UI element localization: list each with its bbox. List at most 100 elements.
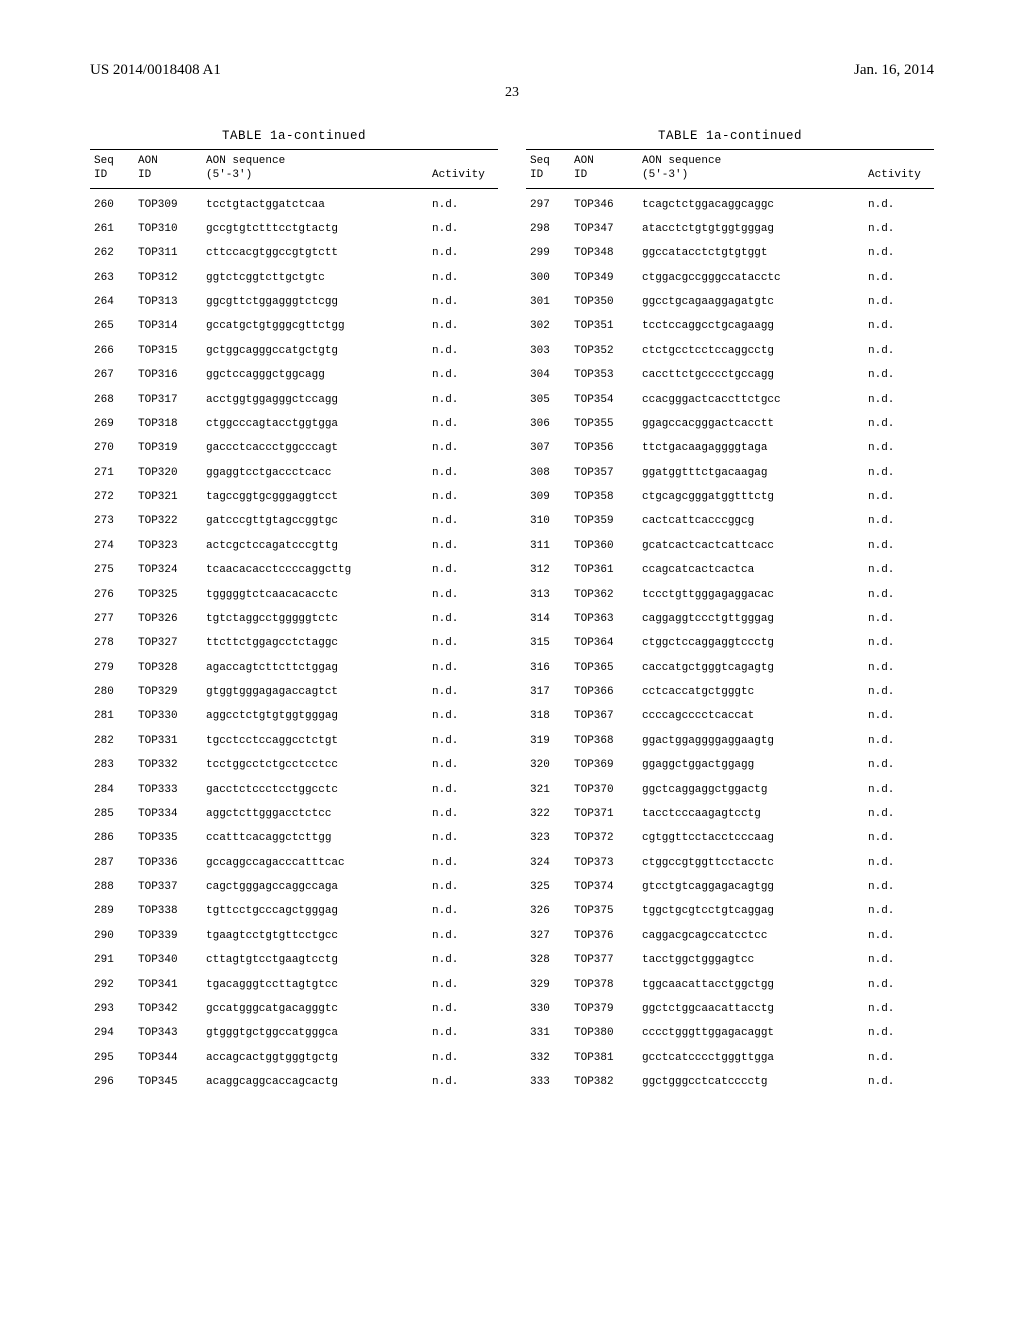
cell-seq-id: 298	[526, 217, 570, 241]
cell-aon-sequence: ctggcccagtacctggtgga	[202, 412, 428, 436]
cell-seq-id: 278	[90, 631, 134, 655]
cell-activity: n.d.	[864, 1070, 934, 1094]
cell-activity: n.d.	[428, 607, 498, 631]
table-row: 290TOP339tgaagtcctgtgttcctgccn.d.	[90, 924, 498, 948]
cell-activity: n.d.	[864, 558, 934, 582]
table-row: 294TOP343gtgggtgctggccatgggcan.d.	[90, 1021, 498, 1045]
cell-seq-id: 307	[526, 436, 570, 460]
table-row: 322TOP371tacctcccaagagtcctgn.d.	[526, 802, 934, 826]
cell-aon-sequence: gccgtgtctttcctgtactg	[202, 217, 428, 241]
cell-aon-sequence: gatcccgttgtagccggtgc	[202, 509, 428, 533]
cell-aon-id: TOP314	[134, 314, 202, 338]
cell-aon-sequence: gtgggtgctggccatgggca	[202, 1021, 428, 1045]
cell-seq-id: 316	[526, 655, 570, 679]
table-row: 293TOP342gccatgggcatgacagggtcn.d.	[90, 997, 498, 1021]
cell-seq-id: 300	[526, 265, 570, 289]
cell-activity: n.d.	[864, 485, 934, 509]
cell-aon-sequence: ggctgggcctcatcccctg	[638, 1070, 864, 1094]
col-header-aon-id: AONID	[134, 150, 202, 189]
col-header-aon-sequence: AON sequence(5'-3')	[202, 150, 428, 189]
cell-seq-id: 320	[526, 753, 570, 777]
cell-aon-id: TOP358	[570, 485, 638, 509]
cell-aon-sequence: ccccagcccctcaccat	[638, 704, 864, 728]
cell-activity: n.d.	[428, 1021, 498, 1045]
cell-aon-sequence: gcatcactcactcattcacc	[638, 534, 864, 558]
table-row: 286TOP335ccatttcacaggctcttggn.d.	[90, 826, 498, 850]
cell-seq-id: 272	[90, 485, 134, 509]
cell-aon-id: TOP344	[134, 1045, 202, 1069]
cell-aon-sequence: ttcttctggagcctctaggc	[202, 631, 428, 655]
cell-aon-id: TOP339	[134, 924, 202, 948]
table-row: 278TOP327ttcttctggagcctctaggcn.d.	[90, 631, 498, 655]
table-row: 276TOP325tgggggtctcaacacacctcn.d.	[90, 582, 498, 606]
cell-seq-id: 332	[526, 1045, 570, 1069]
cell-activity: n.d.	[428, 875, 498, 899]
page-header: US 2014/0018408 A1 Jan. 16, 2014	[90, 62, 934, 79]
table-row: 283TOP332tcctggcctctgcctcctccn.d.	[90, 753, 498, 777]
table-row: 332TOP381gcctcatcccctgggttggan.d.	[526, 1045, 934, 1069]
cell-activity: n.d.	[864, 729, 934, 753]
table-row: 304TOP353caccttctgcccctgccaggn.d.	[526, 363, 934, 387]
table-row: 260TOP309tcctgtactggatctcaan.d.	[90, 188, 498, 217]
cell-aon-sequence: tgacagggtccttagtgtcc	[202, 972, 428, 996]
table-row: 268TOP317acctggtggagggctccaggn.d.	[90, 387, 498, 411]
cell-aon-id: TOP309	[134, 188, 202, 217]
table-left: SeqID AONID AON sequence(5'-3') Activity…	[90, 149, 498, 1094]
cell-aon-id: TOP317	[134, 387, 202, 411]
cell-aon-sequence: cactcattcacccggcg	[638, 509, 864, 533]
cell-seq-id: 275	[90, 558, 134, 582]
table-row: 266TOP315gctggcagggccatgctgtgn.d.	[90, 339, 498, 363]
cell-aon-sequence: caggacgcagccatcctcc	[638, 924, 864, 948]
cell-seq-id: 303	[526, 339, 570, 363]
cell-seq-id: 295	[90, 1045, 134, 1069]
cell-seq-id: 331	[526, 1021, 570, 1045]
cell-seq-id: 321	[526, 777, 570, 801]
col-header-aon-id: AONID	[570, 150, 638, 189]
cell-activity: n.d.	[864, 875, 934, 899]
cell-aon-id: TOP315	[134, 339, 202, 363]
cell-activity: n.d.	[428, 899, 498, 923]
table-row: 263TOP312ggtctcggtcttgctgtcn.d.	[90, 265, 498, 289]
cell-activity: n.d.	[864, 460, 934, 484]
cell-aon-id: TOP369	[570, 753, 638, 777]
cell-aon-id: TOP313	[134, 290, 202, 314]
cell-activity: n.d.	[864, 607, 934, 631]
cell-aon-sequence: ctgcagcgggatggtttctg	[638, 485, 864, 509]
cell-aon-sequence: ctggacgccgggccatacctc	[638, 265, 864, 289]
table-row: 292TOP341tgacagggtccttagtgtccn.d.	[90, 972, 498, 996]
cell-seq-id: 293	[90, 997, 134, 1021]
cell-aon-sequence: cagctgggagccaggccaga	[202, 875, 428, 899]
cell-seq-id: 287	[90, 850, 134, 874]
table-right: SeqID AONID AON sequence(5'-3') Activity…	[526, 149, 934, 1094]
cell-activity: n.d.	[864, 290, 934, 314]
cell-seq-id: 313	[526, 582, 570, 606]
cell-activity: n.d.	[428, 485, 498, 509]
table-row: 273TOP322gatcccgttgtagccggtgcn.d.	[90, 509, 498, 533]
cell-aon-id: TOP359	[570, 509, 638, 533]
cell-aon-sequence: ggctccagggctggcagg	[202, 363, 428, 387]
cell-aon-sequence: caccatgctgggtcagagtg	[638, 655, 864, 679]
cell-aon-id: TOP354	[570, 387, 638, 411]
cell-aon-id: TOP368	[570, 729, 638, 753]
cell-activity: n.d.	[428, 412, 498, 436]
cell-seq-id: 312	[526, 558, 570, 582]
cell-aon-id: TOP329	[134, 680, 202, 704]
cell-aon-id: TOP377	[570, 948, 638, 972]
cell-aon-sequence: tcctgtactggatctcaa	[202, 188, 428, 217]
cell-aon-sequence: tccctgttgggagaggacac	[638, 582, 864, 606]
cell-activity: n.d.	[428, 314, 498, 338]
cell-activity: n.d.	[428, 704, 498, 728]
cell-seq-id: 268	[90, 387, 134, 411]
table-row: 307TOP356ttctgacaagaggggtagan.d.	[526, 436, 934, 460]
table-row: 269TOP318ctggcccagtacctggtggan.d.	[90, 412, 498, 436]
col-header-seq-id: SeqID	[526, 150, 570, 189]
cell-aon-sequence: accagcactggtgggtgctg	[202, 1045, 428, 1069]
table-row: 297TOP346tcagctctggacaggcaggcn.d.	[526, 188, 934, 217]
cell-aon-id: TOP342	[134, 997, 202, 1021]
cell-activity: n.d.	[428, 1070, 498, 1094]
table-row: 284TOP333gacctctccctcctggcctcn.d.	[90, 777, 498, 801]
cell-activity: n.d.	[864, 655, 934, 679]
cell-seq-id: 328	[526, 948, 570, 972]
cell-aon-sequence: ggagccacgggactcacctt	[638, 412, 864, 436]
cell-aon-id: TOP316	[134, 363, 202, 387]
